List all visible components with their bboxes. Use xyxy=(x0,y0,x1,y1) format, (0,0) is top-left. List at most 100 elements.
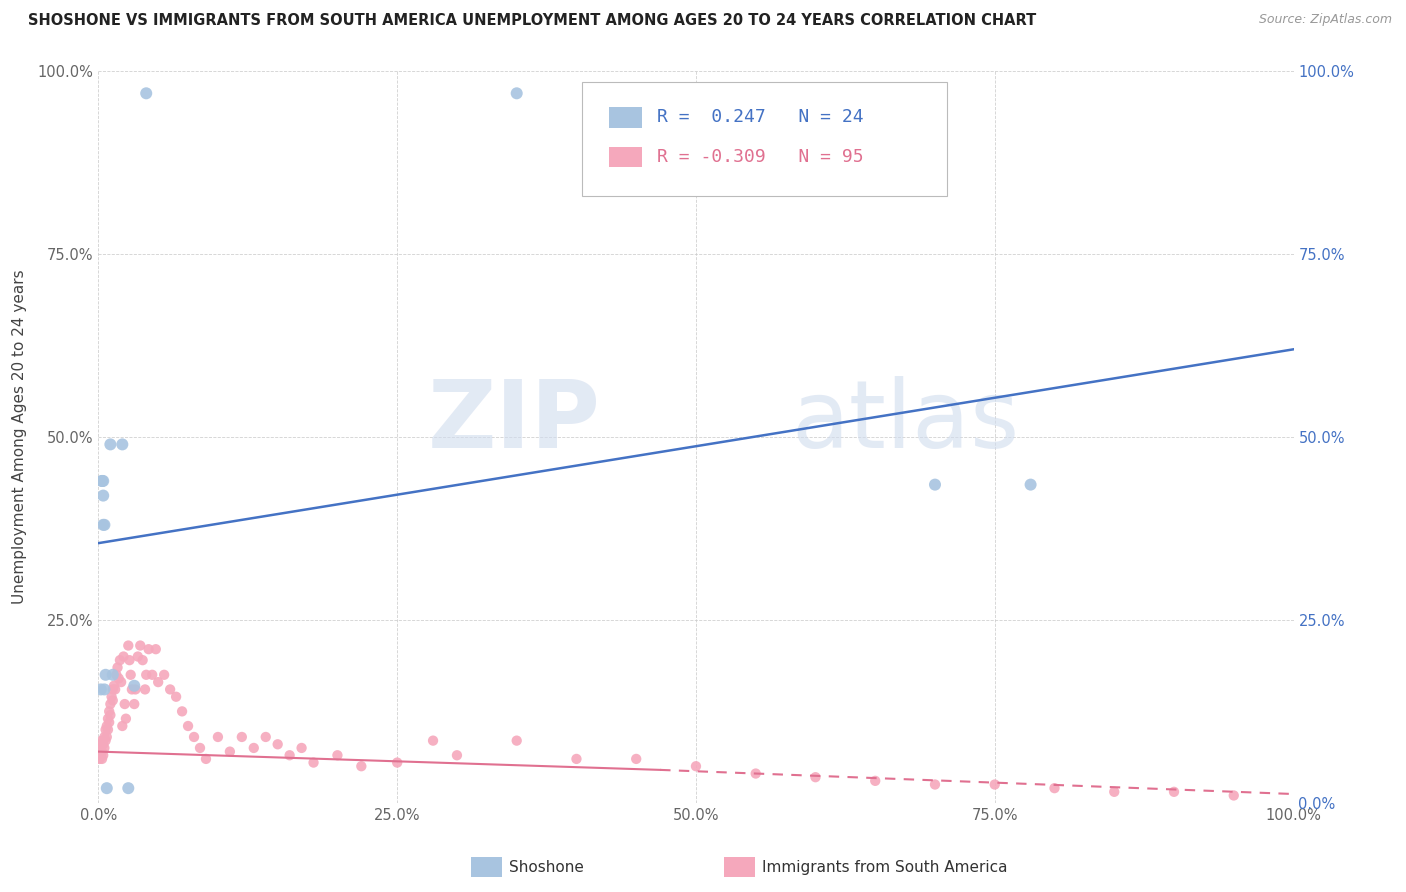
Point xyxy=(101,682,124,697)
Y-axis label: Unemployment Among Ages 20 to 24 years: Unemployment Among Ages 20 to 24 years xyxy=(11,269,27,605)
Point xyxy=(108,653,131,667)
Point xyxy=(90,737,112,751)
Point xyxy=(278,748,301,763)
Point xyxy=(98,437,122,451)
Text: Immigrants from South America: Immigrants from South America xyxy=(762,860,1008,874)
Point xyxy=(267,737,290,751)
Point xyxy=(91,474,114,488)
Text: Source: ZipAtlas.com: Source: ZipAtlas.com xyxy=(1258,13,1392,27)
Point xyxy=(924,777,946,792)
Point xyxy=(93,682,115,697)
Point xyxy=(117,639,139,653)
Point xyxy=(141,667,163,681)
Point xyxy=(138,642,160,657)
Point xyxy=(98,697,122,711)
Point xyxy=(117,781,139,796)
Point xyxy=(302,756,325,770)
Point xyxy=(129,639,152,653)
Point xyxy=(685,759,707,773)
Point xyxy=(134,682,156,697)
Point xyxy=(291,740,314,755)
Point xyxy=(828,87,851,101)
Point xyxy=(207,730,229,744)
Text: SHOSHONE VS IMMIGRANTS FROM SOUTH AMERICA UNEMPLOYMENT AMONG AGES 20 TO 24 YEARS: SHOSHONE VS IMMIGRANTS FROM SOUTH AMERIC… xyxy=(28,13,1036,29)
Point xyxy=(183,730,205,744)
Point xyxy=(97,712,120,726)
Point xyxy=(110,675,132,690)
Point xyxy=(165,690,187,704)
Point xyxy=(98,715,121,730)
Point xyxy=(145,642,167,657)
Point xyxy=(112,649,135,664)
Point xyxy=(124,682,146,697)
Point xyxy=(177,719,200,733)
Point xyxy=(804,770,827,784)
Point xyxy=(231,730,253,744)
Point xyxy=(1043,781,1066,796)
Point xyxy=(98,708,122,723)
Point xyxy=(91,474,114,488)
Point xyxy=(93,740,115,755)
Point xyxy=(111,437,134,451)
Point xyxy=(96,730,118,744)
Point xyxy=(745,766,768,780)
Point xyxy=(91,733,114,747)
Point xyxy=(1102,785,1125,799)
Point xyxy=(219,745,242,759)
Point xyxy=(89,752,111,766)
Point xyxy=(94,733,117,747)
Text: R =  0.247   N = 24: R = 0.247 N = 24 xyxy=(657,109,863,127)
Point xyxy=(565,752,588,766)
Point xyxy=(91,489,114,503)
Point xyxy=(94,667,117,681)
Point xyxy=(863,773,887,788)
Point xyxy=(506,733,529,747)
Point xyxy=(105,667,128,681)
Point xyxy=(127,649,149,664)
Point xyxy=(446,748,468,763)
Text: ZIP: ZIP xyxy=(427,376,600,468)
Point xyxy=(101,693,124,707)
Point xyxy=(91,517,114,532)
Point xyxy=(1222,789,1246,803)
Point xyxy=(1163,785,1185,799)
Point xyxy=(111,719,134,733)
Point xyxy=(98,705,121,719)
Point xyxy=(103,679,125,693)
Point xyxy=(90,682,112,697)
Point xyxy=(90,748,112,763)
Point xyxy=(91,748,114,763)
Point xyxy=(114,697,136,711)
Text: atlas: atlas xyxy=(792,376,1019,468)
Point xyxy=(924,477,946,491)
Point xyxy=(93,517,115,532)
Point xyxy=(104,682,127,697)
Point xyxy=(107,660,129,674)
Point xyxy=(96,781,118,796)
Point xyxy=(121,682,143,697)
Point xyxy=(91,752,114,766)
Point xyxy=(131,653,153,667)
Point xyxy=(118,653,141,667)
Point xyxy=(422,733,444,747)
Point xyxy=(93,730,115,744)
FancyBboxPatch shape xyxy=(609,107,643,128)
Point xyxy=(172,705,194,719)
Point xyxy=(326,748,349,763)
Point xyxy=(194,752,218,766)
Point xyxy=(188,740,211,755)
FancyBboxPatch shape xyxy=(582,82,948,195)
Point xyxy=(97,723,120,737)
Point xyxy=(153,667,176,681)
Point xyxy=(96,719,118,733)
Point xyxy=(115,712,138,726)
Point xyxy=(135,87,157,101)
Point xyxy=(91,745,114,759)
Point xyxy=(148,675,170,690)
Point xyxy=(254,730,277,744)
Point xyxy=(243,740,266,755)
Point xyxy=(89,740,111,755)
Point xyxy=(159,682,181,697)
Point xyxy=(385,756,409,770)
Point xyxy=(107,672,129,686)
